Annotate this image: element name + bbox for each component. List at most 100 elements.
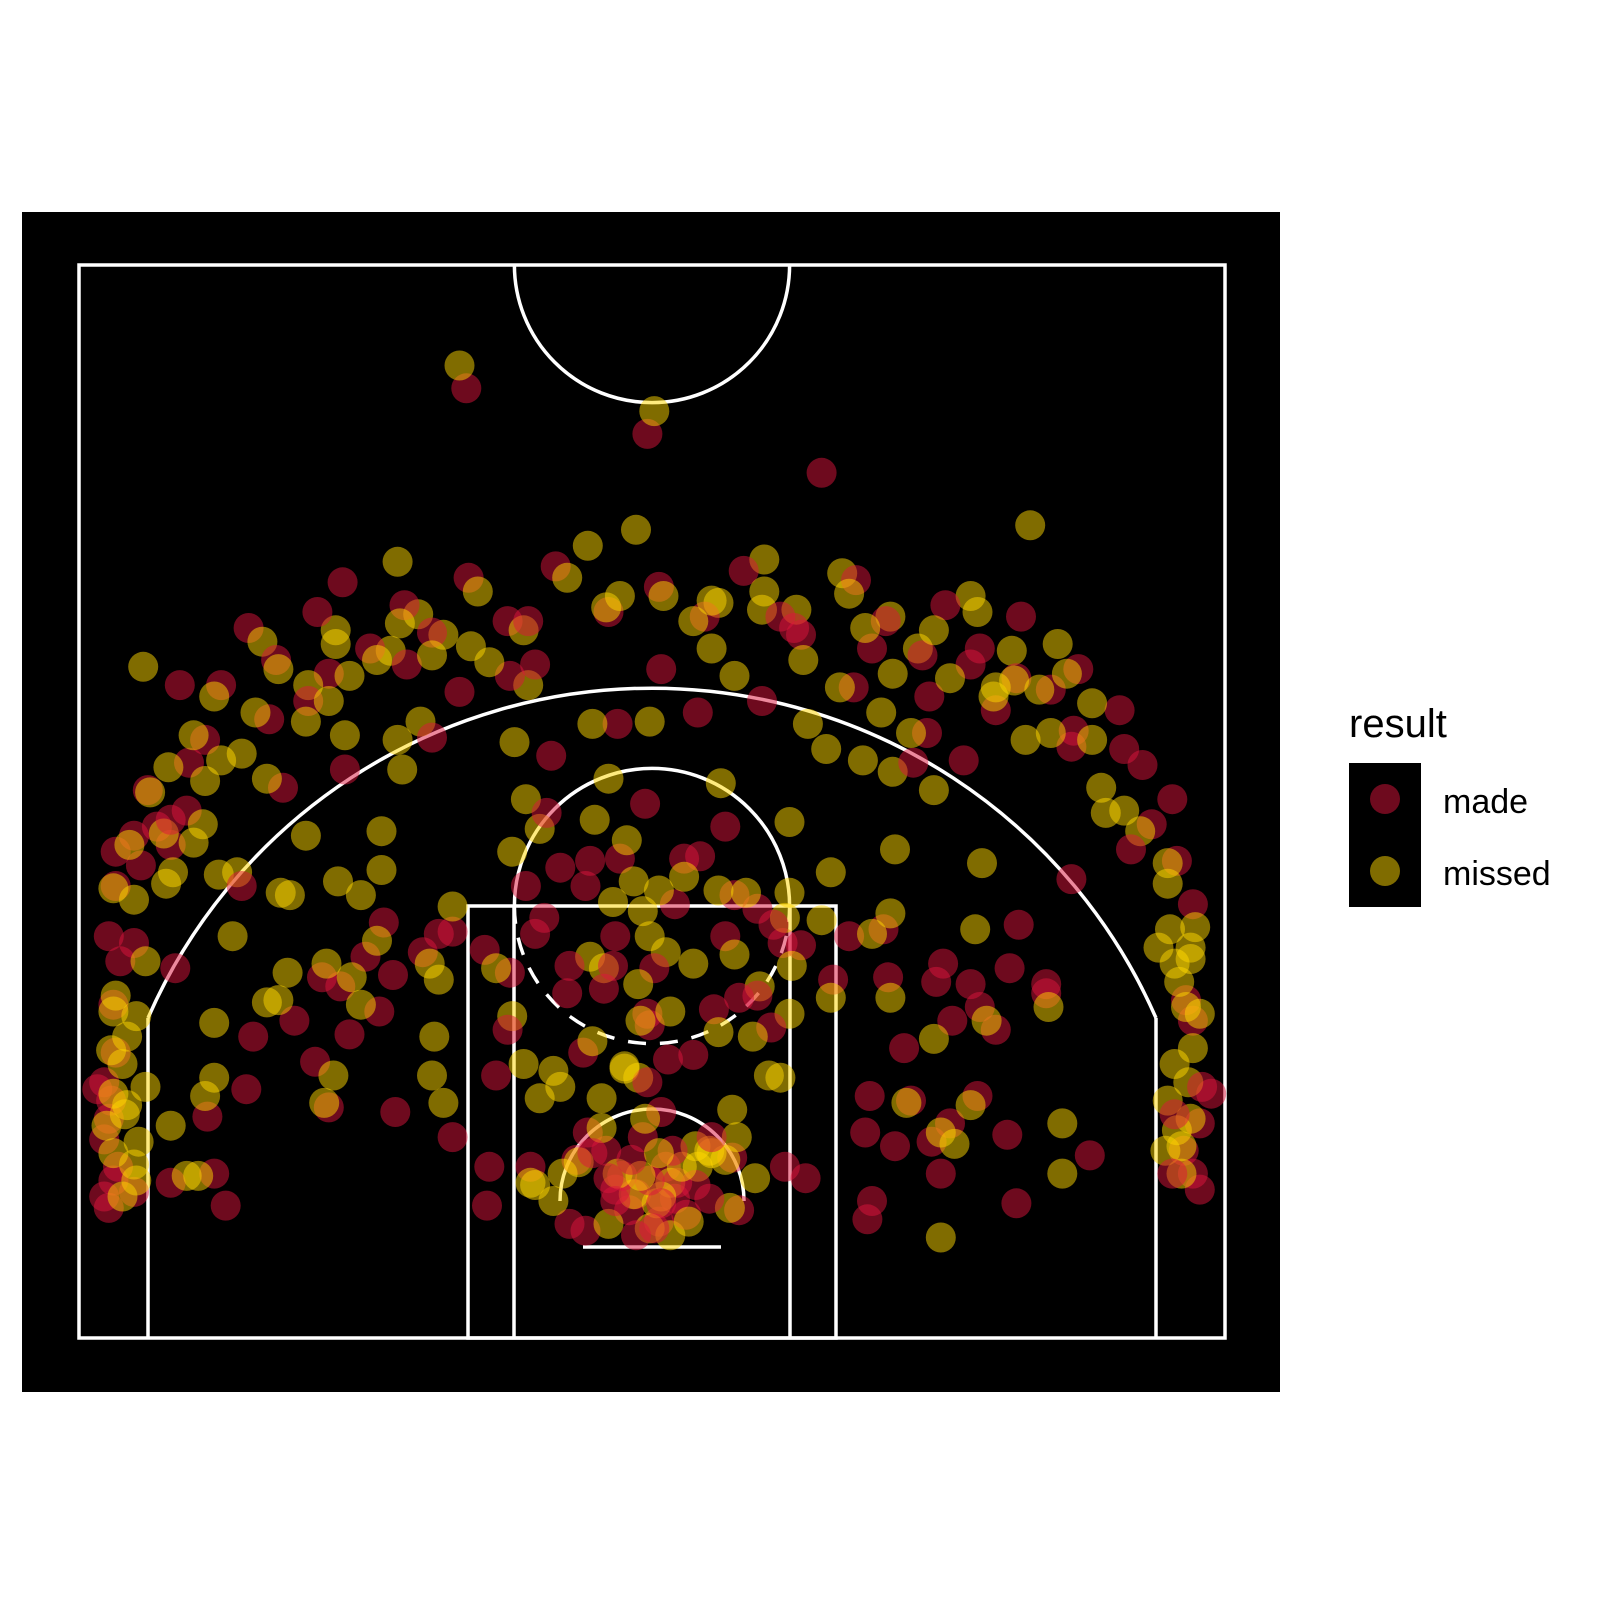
- shot-point-missed: [621, 514, 651, 545]
- shot-point-missed: [428, 1087, 459, 1118]
- shot-point-missed: [918, 1023, 949, 1054]
- shot-point-missed: [309, 1087, 340, 1118]
- shot-point-missed: [815, 857, 846, 888]
- shot-point-missed: [1171, 992, 1201, 1022]
- shot-point-missed: [740, 1163, 771, 1194]
- shot-point-made: [302, 597, 333, 627]
- shot-point-made: [552, 978, 583, 1009]
- shot-point-missed: [815, 982, 846, 1013]
- shot-point-made: [914, 681, 945, 712]
- shot-point-missed: [625, 1005, 656, 1036]
- shot-point-missed: [1152, 848, 1183, 879]
- shot-point-missed: [190, 766, 221, 796]
- shot-point-missed: [703, 875, 734, 906]
- shot-point-missed: [776, 950, 807, 981]
- shot-point-made: [852, 1204, 883, 1235]
- shot-point-missed: [481, 953, 512, 984]
- shot-point-missed: [1035, 718, 1066, 748]
- shot-point-made: [474, 1151, 505, 1182]
- shot-point-missed: [121, 1165, 152, 1196]
- shot-point-made: [554, 950, 585, 981]
- shot-point-missed: [538, 1186, 569, 1216]
- shot-point-missed: [419, 1021, 450, 1052]
- shot-point-made: [992, 1119, 1023, 1150]
- shot-point-made: [621, 1220, 651, 1251]
- shot-point-missed: [774, 877, 805, 908]
- shot-point-missed: [925, 1222, 956, 1253]
- legend-label-made: made: [1443, 783, 1528, 821]
- shot-point-made: [536, 740, 567, 771]
- shot-point-missed: [655, 996, 686, 1027]
- shot-point-missed: [866, 697, 897, 728]
- shot-point-made: [747, 686, 777, 716]
- shot-point-missed: [792, 708, 823, 739]
- shot-point-missed: [1024, 674, 1055, 705]
- shot-point-missed: [1143, 932, 1174, 963]
- shot-point-missed: [1047, 1108, 1078, 1139]
- shot-point-missed: [290, 820, 321, 851]
- shot-point-made: [380, 1097, 411, 1127]
- shot-point-made: [632, 1067, 663, 1098]
- shot-point-missed: [857, 918, 887, 949]
- shot-point-missed: [98, 996, 129, 1027]
- shot-point-missed: [774, 807, 805, 837]
- shot-point-missed: [1015, 510, 1046, 541]
- shot-point-made: [854, 1081, 885, 1111]
- shot-point-missed: [678, 606, 709, 637]
- shot-point-missed: [896, 718, 926, 748]
- shot-point-made: [790, 1163, 821, 1194]
- shot-point-missed: [935, 663, 965, 694]
- shot-point-made: [1116, 834, 1146, 865]
- shot-point-missed: [634, 706, 665, 737]
- shot-point-made: [329, 754, 360, 785]
- shot-point-missed: [572, 530, 603, 561]
- shot-point-missed: [877, 658, 908, 689]
- shot-point-made: [513, 606, 544, 637]
- shot-point-missed: [462, 576, 493, 607]
- shot-point-missed: [417, 640, 447, 671]
- shot-point-made: [481, 1060, 512, 1091]
- shot-point-made: [937, 1005, 968, 1036]
- shot-point-made: [1127, 750, 1158, 780]
- shot-point-made: [492, 1014, 523, 1045]
- shot-point-missed: [639, 396, 670, 427]
- shot-point-missed: [1175, 944, 1206, 974]
- shot-point-missed: [586, 1083, 617, 1114]
- shot-point-missed: [604, 581, 635, 611]
- shot-point-made: [850, 1117, 881, 1148]
- shot-point-missed: [939, 1128, 970, 1159]
- shot-point-missed: [577, 1026, 608, 1057]
- shot-point-made: [545, 852, 576, 883]
- shot-point-missed: [366, 855, 397, 885]
- shot-point-made: [1056, 864, 1087, 895]
- shot-point-missed: [155, 1110, 186, 1141]
- shot-point-missed: [918, 615, 949, 646]
- shot-point-made: [685, 841, 716, 872]
- shot-point-made: [531, 797, 562, 828]
- shot-point-made: [710, 811, 741, 842]
- shot-point-missed: [272, 957, 303, 988]
- shot-point-missed: [345, 880, 376, 911]
- shot-point-made: [632, 418, 663, 449]
- shot-point-missed: [362, 645, 392, 675]
- shot-point-missed: [1086, 772, 1117, 803]
- shot-point-missed: [611, 825, 642, 856]
- shot-point-missed: [643, 875, 674, 906]
- shot-point-missed: [824, 672, 855, 703]
- shot-point-made: [806, 457, 837, 488]
- shot-point-made: [105, 946, 136, 977]
- shot-point-made: [630, 788, 661, 819]
- shot-point-made: [598, 950, 628, 981]
- shot-point-made: [164, 670, 195, 701]
- shot-point-missed: [586, 1113, 617, 1143]
- shot-point-made: [520, 918, 551, 949]
- shot-point-made: [570, 871, 601, 901]
- shot-point-made: [378, 960, 408, 990]
- shot-point-missed: [130, 1071, 161, 1102]
- shot-point-missed: [187, 809, 218, 840]
- shot-point-missed: [1077, 688, 1108, 719]
- shot-point-made: [520, 649, 551, 680]
- shot-point-missed: [749, 576, 780, 607]
- shot-point-missed: [190, 1081, 221, 1111]
- shot-point-made: [1157, 1158, 1188, 1189]
